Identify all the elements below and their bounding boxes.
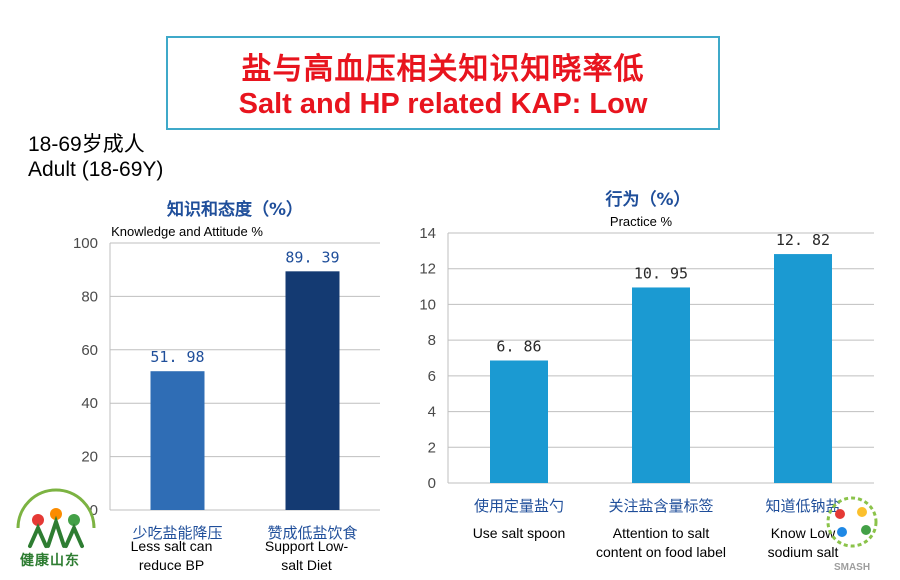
title-box: 盐与高血压相关知识知晓率低 Salt and HP related KAP: L… bbox=[166, 36, 720, 130]
category-label-chinese: 使用定量盐勺 bbox=[474, 497, 564, 515]
healthy-shandong-logo: 健康山东 bbox=[8, 488, 104, 578]
bar bbox=[774, 254, 832, 483]
y-tick-label: 0 bbox=[90, 502, 98, 519]
y-tick-label: 0 bbox=[428, 475, 436, 492]
bar bbox=[285, 271, 340, 510]
category-label-english: sodium salt bbox=[768, 544, 839, 560]
category-label-chinese: 赞成低盐饮食 bbox=[267, 524, 357, 542]
bar bbox=[632, 287, 690, 483]
data-label: 89. 39 bbox=[285, 248, 339, 266]
data-label: 10. 95 bbox=[634, 264, 688, 282]
y-tick-label: 8 bbox=[428, 332, 436, 349]
category-label-english: reduce BP bbox=[139, 557, 204, 573]
data-label: 51. 98 bbox=[150, 348, 204, 366]
bar bbox=[150, 371, 205, 510]
category-label-chinese: 知道低钠盐 bbox=[765, 497, 840, 515]
category-label-english: Less salt can bbox=[131, 538, 213, 554]
smash-logo: SMASH bbox=[812, 492, 892, 576]
y-tick-label: 14 bbox=[419, 225, 436, 242]
category-label-english: Support Low- bbox=[265, 538, 349, 554]
y-tick-label: 100 bbox=[73, 235, 98, 252]
data-label: 12. 82 bbox=[776, 231, 830, 249]
logo-right-text: SMASH bbox=[834, 562, 870, 573]
category-label-english: content on food label bbox=[596, 544, 726, 560]
y-tick-label: 80 bbox=[81, 288, 98, 305]
chart-title-english: Practice % bbox=[610, 214, 673, 229]
category-label-english: Use salt spoon bbox=[473, 525, 566, 541]
data-label: 6. 86 bbox=[496, 338, 541, 356]
y-tick-label: 12 bbox=[419, 261, 436, 278]
smash-logo-icon: SMASH bbox=[826, 496, 878, 573]
population-label-chinese: 18-69岁成人 bbox=[28, 133, 145, 156]
y-tick-label: 10 bbox=[419, 296, 436, 313]
bar bbox=[490, 360, 548, 483]
y-tick-label: 4 bbox=[428, 404, 436, 421]
healthy-shandong-logo-icon bbox=[16, 488, 96, 548]
practice-chart: 行为（%） Practice % 0 2 4 6 8 10 12 14 6. 86 使用定量盐勺 Use… bbox=[419, 189, 874, 560]
y-tick-label: 2 bbox=[428, 439, 436, 456]
category-label-chinese: 少吃盐能降压 bbox=[132, 524, 222, 542]
category-label-chinese: 关注盐含量标签 bbox=[608, 497, 713, 515]
category-label-english: Attention to salt bbox=[613, 525, 710, 541]
chart-title-chinese: 知识和态度（%） bbox=[166, 199, 303, 220]
logo-left-text: 健康山东 bbox=[20, 553, 80, 569]
y-tick-label: 60 bbox=[81, 342, 98, 359]
y-tick-label: 40 bbox=[81, 395, 98, 412]
y-tick-label: 20 bbox=[81, 449, 98, 466]
category-label-english: Know Low bbox=[771, 525, 836, 541]
chart-title-chinese: 行为（%） bbox=[604, 189, 690, 210]
chart-title-english: Knowledge and Attitude % bbox=[111, 224, 263, 239]
category-label-english: salt Diet bbox=[281, 557, 332, 573]
y-tick-label: 6 bbox=[428, 368, 436, 385]
title-english: Salt and HP related KAP: Low bbox=[238, 88, 648, 120]
knowledge-attitude-chart: 知识和态度（%） Knowledge and Attitude % 0 20 40 60 8… bbox=[73, 199, 380, 573]
population-label-english: Adult (18-69Y) bbox=[28, 158, 164, 181]
title-chinese: 盐与高血压相关知识知晓率低 bbox=[241, 52, 645, 87]
